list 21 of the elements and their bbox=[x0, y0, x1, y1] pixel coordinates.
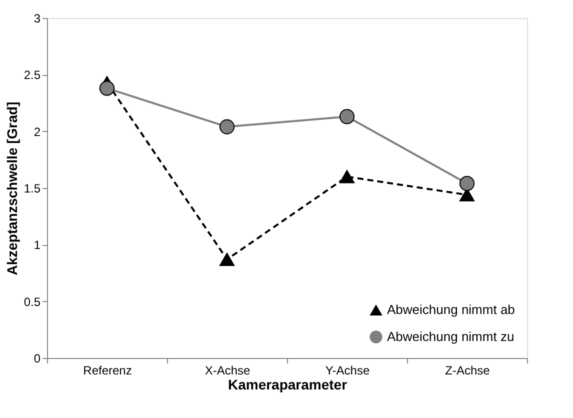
y-tick-label: 2.5 bbox=[24, 68, 41, 82]
y-axis-title: Akzeptanzschwelle [Grad] bbox=[4, 102, 20, 276]
x-tick-label: Z-Achse bbox=[445, 364, 490, 378]
point bbox=[339, 170, 355, 184]
legend-label: Abweichung nimmt ab bbox=[387, 302, 515, 317]
point bbox=[459, 176, 475, 192]
y-tick-label: 0.5 bbox=[24, 294, 41, 309]
y-tick-label: 0 bbox=[34, 352, 41, 366]
x-tick-label: Y-Achse bbox=[325, 364, 370, 378]
legend-label: Abweichung nimmt zu bbox=[387, 329, 514, 344]
x-tick-label: Referenz bbox=[83, 364, 132, 378]
x-tick-label: X-Achse bbox=[204, 364, 250, 378]
y-tick-label: 1 bbox=[34, 238, 41, 252]
y-tick-label: 1.5 bbox=[24, 182, 41, 196]
y-tick-label: 3 bbox=[34, 12, 41, 26]
point bbox=[219, 252, 235, 266]
point bbox=[99, 80, 115, 96]
y-tick-label: 2 bbox=[34, 124, 41, 139]
x-axis-title: Kameraparameter bbox=[228, 376, 348, 392]
point bbox=[339, 109, 355, 124]
point bbox=[219, 119, 235, 134]
